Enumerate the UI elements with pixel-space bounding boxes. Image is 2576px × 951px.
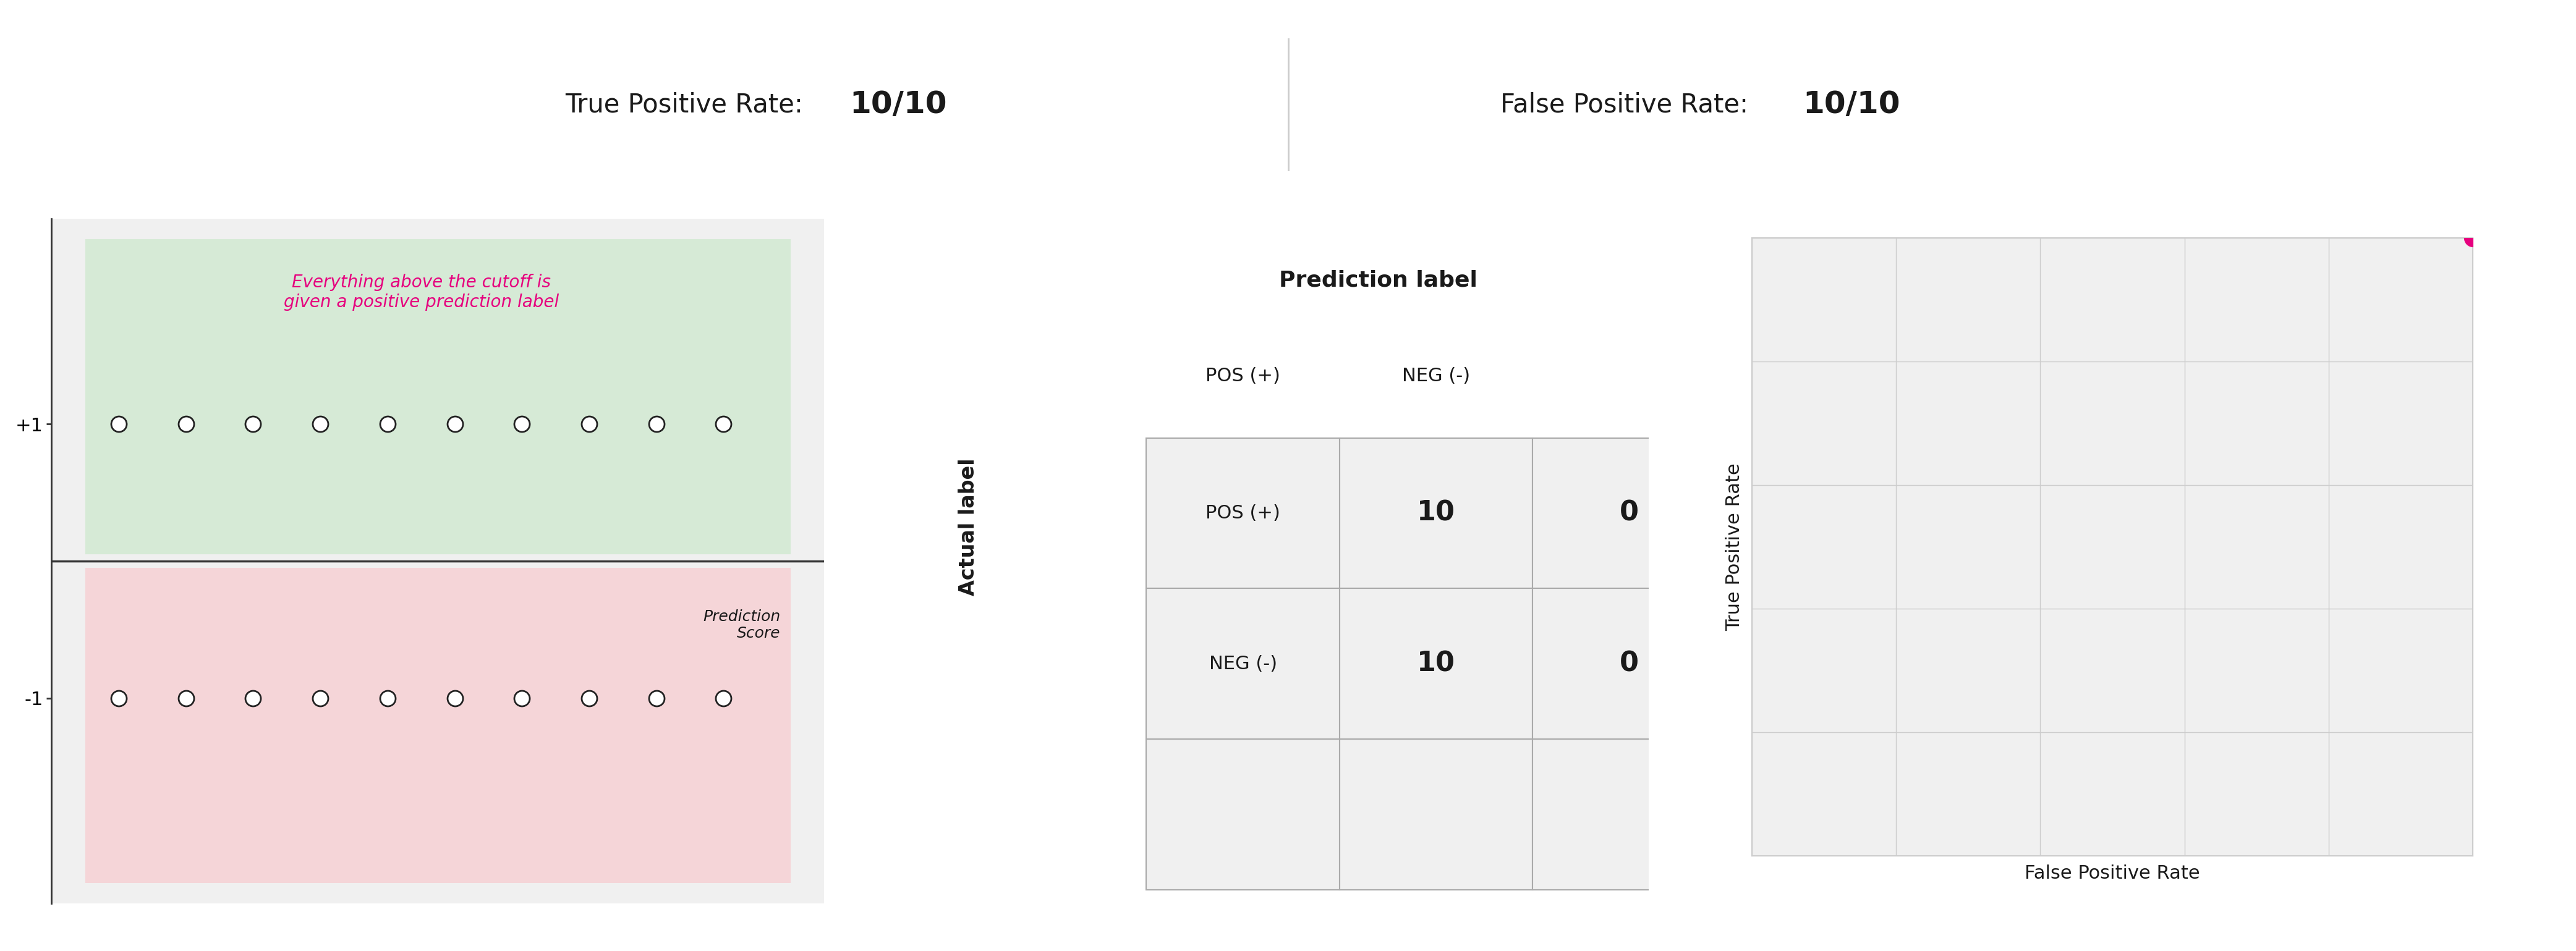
Text: 10/10: 10/10 [850, 89, 948, 120]
Text: Actual label: Actual label [958, 458, 979, 595]
Bar [1340, 437, 1533, 589]
Y-axis label: Actual label: Actual label [0, 493, 5, 630]
Text: 10/10: 10/10 [1803, 89, 1901, 120]
Bar [1146, 589, 1340, 739]
Text: NEG (-): NEG (-) [1208, 655, 1278, 672]
Text: 10: 10 [1417, 500, 1455, 527]
Text: NEG (-): NEG (-) [1401, 367, 1471, 385]
Text: POS (+): POS (+) [1206, 367, 1280, 385]
FancyBboxPatch shape [85, 568, 791, 883]
Text: True Positive Rate:: True Positive Rate: [564, 91, 811, 118]
Y-axis label: True Positive Rate: True Positive Rate [1726, 463, 1744, 631]
Text: 0: 0 [1620, 650, 1638, 677]
Text: False Positive Rate:: False Positive Rate: [1499, 91, 1765, 118]
Text: Everything above the cutoff is
given a positive prediction label: Everything above the cutoff is given a p… [283, 274, 559, 311]
Text: 10: 10 [1417, 650, 1455, 677]
Text: Prediction
Score: Prediction Score [703, 609, 781, 641]
Bar [1533, 589, 1726, 739]
Bar [1340, 739, 1533, 890]
Bar [1340, 589, 1533, 739]
Text: POS (+): POS (+) [1206, 504, 1280, 522]
Bar [1146, 739, 1340, 890]
FancyBboxPatch shape [85, 240, 791, 554]
X-axis label: False Positive Rate: False Positive Rate [2025, 864, 2200, 883]
Bar [1533, 437, 1726, 589]
Bar [1533, 739, 1726, 890]
Text: Prediction label: Prediction label [1278, 270, 1479, 291]
Text: 0: 0 [1620, 500, 1638, 527]
Bar [1146, 437, 1340, 589]
